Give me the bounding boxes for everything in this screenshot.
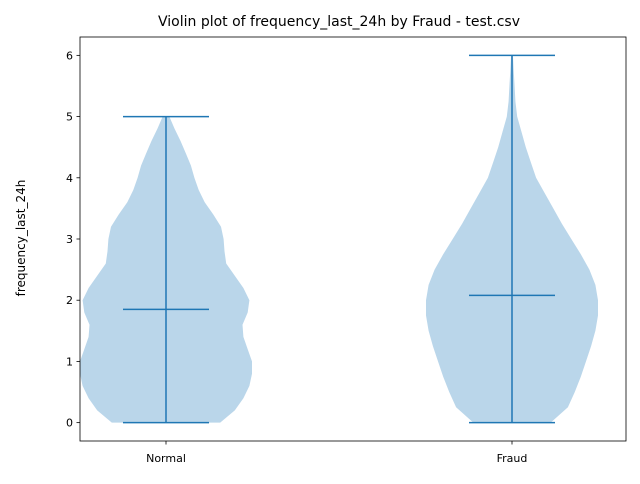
x-tick-label: Fraud — [497, 452, 528, 465]
y-axis-ticks: 0 1 2 3 4 5 6 — [66, 49, 80, 430]
y-tick-label: 3 — [66, 233, 73, 246]
y-axis-label: frequency_last_24h — [14, 180, 28, 297]
x-tick-label: Normal — [146, 452, 186, 465]
y-tick-label: 4 — [66, 172, 73, 185]
y-tick-label: 5 — [66, 111, 73, 124]
x-axis-ticks: Normal Fraud — [146, 441, 527, 465]
y-tick-label: 1 — [66, 355, 73, 368]
y-tick-label: 6 — [66, 49, 73, 62]
y-tick-label: 0 — [66, 417, 73, 430]
y-tick-label: 2 — [66, 294, 73, 307]
violin-stat-lines — [123, 54, 555, 424]
chart-title: Violin plot of frequency_last_24h by Fra… — [158, 14, 520, 30]
